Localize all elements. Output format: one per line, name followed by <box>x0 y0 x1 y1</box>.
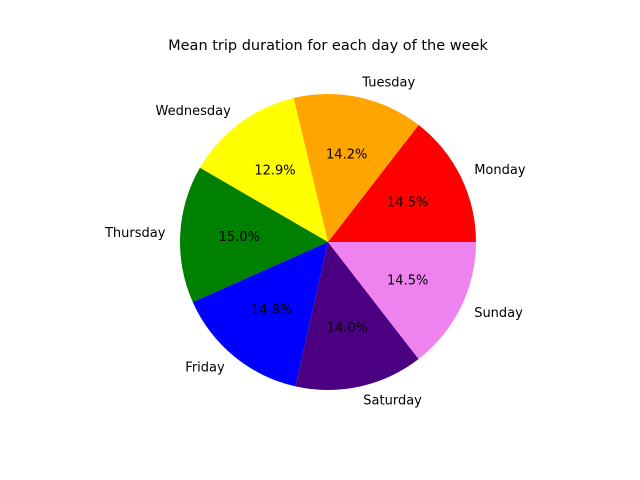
slice-label-friday: Friday <box>185 360 225 375</box>
slice-label-thursday: Thursday <box>104 226 166 241</box>
slice-label-wednesday: Wednesday <box>156 104 232 119</box>
chart-title: Mean trip duration for each day of the w… <box>168 38 488 54</box>
slice-label-saturday: Saturday <box>363 393 422 408</box>
pct-label-wednesday: 12.9% <box>254 163 295 178</box>
pie-slice-monday <box>328 124 476 242</box>
pct-label-friday: 14.8% <box>251 303 292 318</box>
pie-slice-sunday <box>328 242 476 360</box>
pie-slice-thursday <box>180 167 328 303</box>
pct-label-monday: 14.5% <box>387 195 428 210</box>
pie-slice-wednesday <box>199 98 328 242</box>
slice-label-tuesday: Tuesday <box>361 75 415 90</box>
pie-labels: Monday 14.5% Tuesday 14.2% Wednesday 12.9% Thu… <box>104 75 526 408</box>
pct-label-thursday: 15.0% <box>219 230 260 245</box>
pct-label-tuesday: 14.2% <box>326 148 367 163</box>
pct-label-sunday: 14.5% <box>387 274 428 289</box>
slice-label-monday: Monday <box>474 163 526 178</box>
pie-slice-tuesday <box>293 93 419 242</box>
pie-slice-friday <box>192 242 328 387</box>
slice-label-sunday: Sunday <box>474 306 523 321</box>
pie-slice-saturday <box>295 242 419 391</box>
pct-label-saturday: 14.0% <box>327 321 368 336</box>
pie-slices <box>180 93 476 391</box>
